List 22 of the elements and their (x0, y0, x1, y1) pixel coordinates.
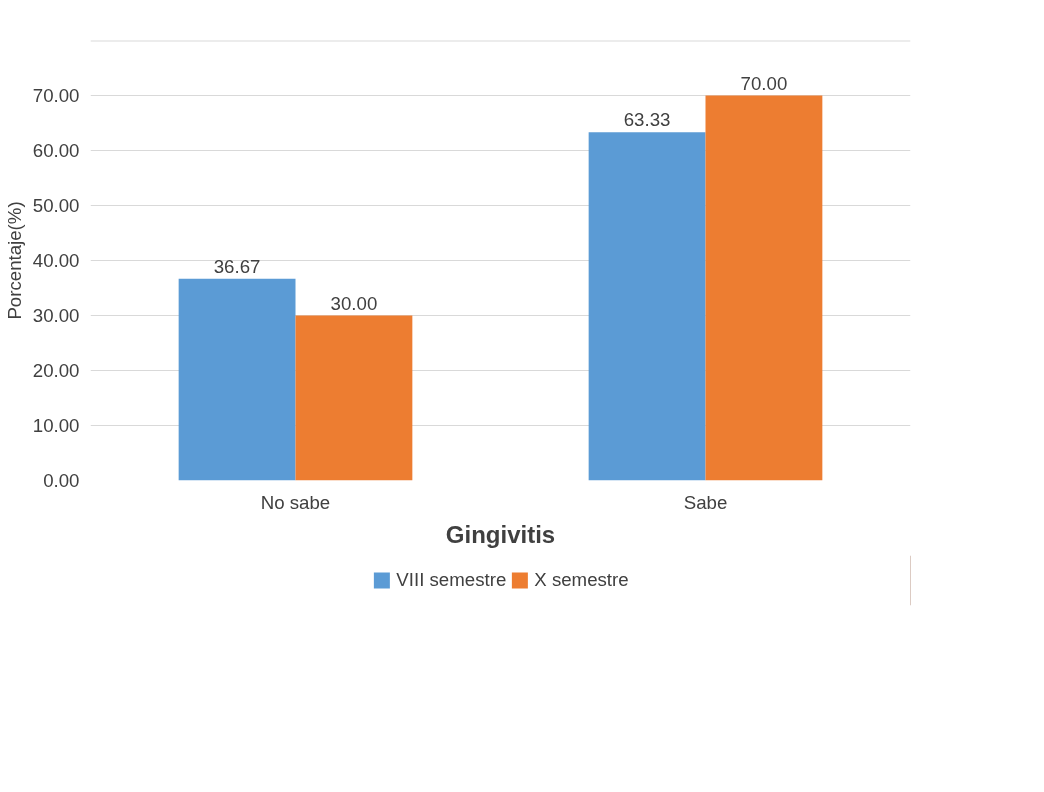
data-label: 30.00 (330, 292, 378, 314)
legend-label: X semestre (534, 569, 629, 591)
y-tick-label: 20.00 (32, 360, 80, 381)
y-tick-label: 40.00 (32, 250, 80, 271)
y-tick-label: 0.00 (43, 470, 80, 491)
x-tick-label: Sabe (683, 491, 728, 513)
y-tick-label: 30.00 (32, 305, 80, 326)
bar (588, 132, 706, 481)
bar (705, 95, 823, 481)
x-tick-label: No sabe (260, 491, 331, 513)
data-label: 63.33 (623, 109, 671, 131)
x-axis-title: Gingivitis (445, 520, 556, 548)
y-tick-label: 60.00 (32, 140, 80, 161)
y-tick-label: 50.00 (32, 195, 80, 216)
y-axis-title: Porcentaje(%) (3, 201, 25, 320)
legend-label: VIII semestre (396, 569, 507, 591)
data-label: 70.00 (740, 72, 788, 94)
bar (178, 278, 296, 481)
y-tick-label: 10.00 (32, 415, 80, 436)
data-label: 36.67 (213, 255, 261, 277)
bar (295, 315, 413, 481)
y-tick-label: 70.00 (32, 85, 80, 106)
